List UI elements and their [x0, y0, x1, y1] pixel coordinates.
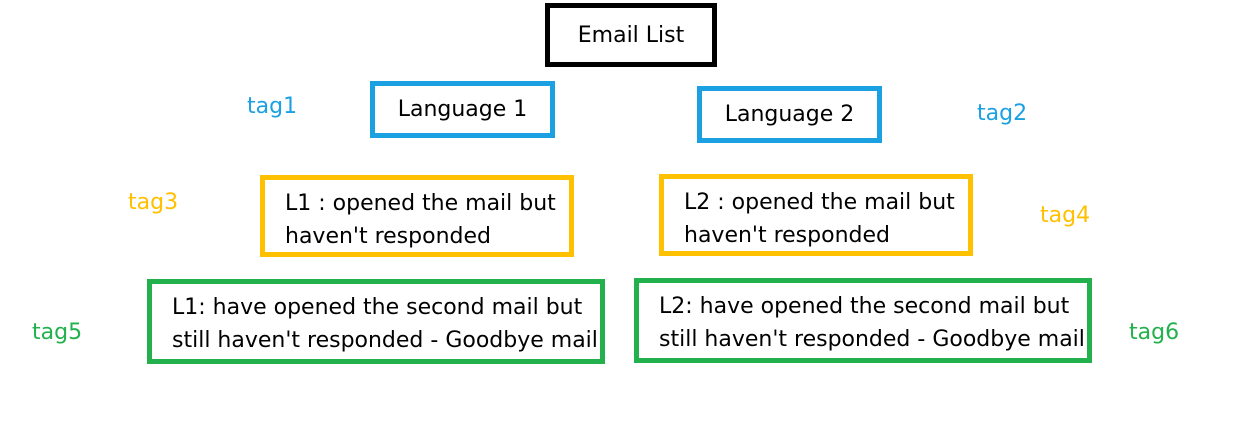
language-1-node: Language 1	[370, 81, 555, 138]
l1-opened-line2: haven't responded	[285, 224, 491, 249]
email-list-label: Email List	[577, 22, 685, 48]
language-1-label: Language 1	[397, 97, 528, 122]
l2-goodbye-node: L2: have opened the second mail but stil…	[634, 278, 1092, 363]
l1-goodbye-node: L1: have opened the second mail but stil…	[147, 279, 605, 364]
tag6-label: tag6	[1129, 320, 1180, 345]
l2-opened-node: L2 : opened the mail but haven't respond…	[659, 174, 973, 256]
l2-goodbye-line1: L2: have opened the second mail but	[659, 294, 1070, 319]
l2-goodbye-line2: still haven't responded - Goodbye mail	[659, 327, 1085, 352]
l1-opened-node: L1 : opened the mail but haven't respond…	[260, 175, 574, 257]
tag5-label: tag5	[32, 320, 83, 345]
l1-goodbye-line2: still haven't responded - Goodbye mail	[172, 328, 598, 353]
tag4-label: tag4	[1040, 203, 1091, 228]
l1-goodbye-line1: L1: have opened the second mail but	[172, 295, 583, 320]
tag1-label: tag1	[247, 94, 298, 119]
l2-opened-line1: L2 : opened the mail but	[684, 190, 955, 215]
l1-opened-line1: L1 : opened the mail but	[285, 191, 556, 216]
tag3-label: tag3	[128, 190, 179, 215]
l2-opened-line2: haven't responded	[684, 223, 890, 248]
language-2-label: Language 2	[724, 102, 855, 127]
language-2-node: Language 2	[697, 86, 882, 143]
tag2-label: tag2	[977, 101, 1028, 126]
email-list-node: Email List	[545, 3, 717, 67]
